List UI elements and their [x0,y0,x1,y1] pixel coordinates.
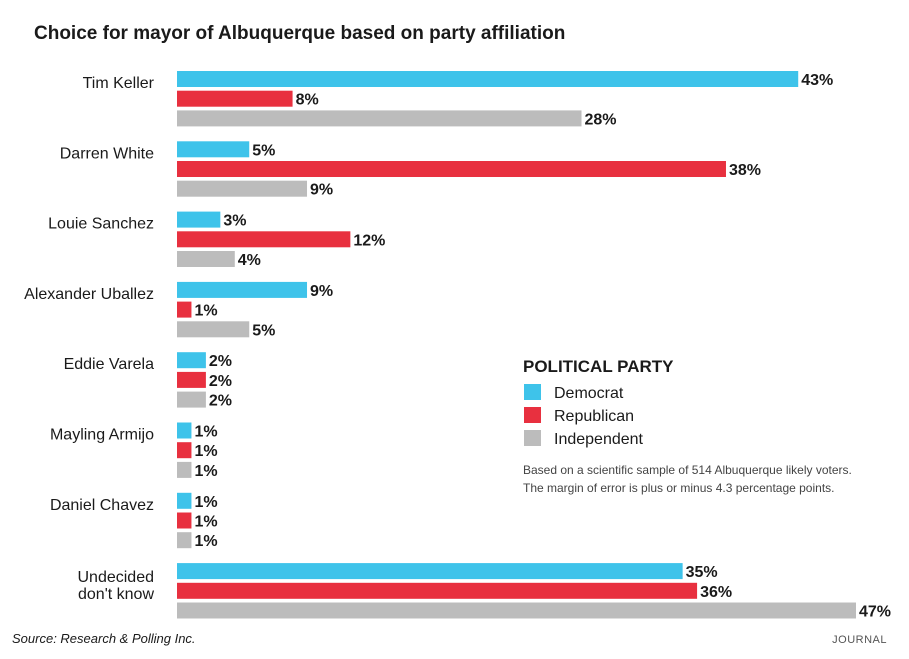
bar-alexander-uballez-independent [177,321,250,338]
legend-label-republican: Republican [554,408,634,425]
category-label-louie-sanchez: Louie Sanchez [48,216,154,233]
bar-darren-white-independent [177,180,308,197]
bar-louie-sanchez-democrat [177,211,221,228]
category-label-darren-white: Darren White [60,145,154,162]
category-label-line: Eddie Varela [64,356,155,373]
value-label-alexander-uballez-democrat: 9% [310,283,333,300]
value-label-tim-keller-republican: 8% [296,92,319,109]
bar-mayling-armijo-independent [177,461,192,478]
legend-swatch-republican [524,407,541,423]
value-label-undecided-don-t-know-democrat: 35% [686,564,718,581]
bar-tim-keller-independent [177,110,582,127]
category-label-mayling-armijo: Mayling Armijo [50,427,154,444]
value-label-daniel-chavez-democrat: 1% [194,494,217,511]
bar-alexander-uballez-democrat [177,281,308,298]
chart-title: Choice for mayor of Albuquerque based on… [34,23,565,44]
value-label-mayling-armijo-democrat: 1% [194,424,217,441]
category-label-daniel-chavez: Daniel Chavez [50,497,154,514]
bars-layer: Tim Keller 43% 8% 28% Darren White 5% 38% 9% Lou… [24,71,891,621]
category-label-line: Tim Keller [83,75,155,92]
legend-label-democrat: Democrat [554,385,624,402]
bar-darren-white-republican [177,161,726,177]
category-label-line: Alexander Uballez [24,286,154,303]
category-label-line: don't know [78,586,154,603]
value-label-darren-white-independent: 9% [310,182,333,199]
sample-note-line-1: Based on a scientific sample of 514 Albu… [523,463,852,477]
value-label-mayling-armijo-independent: 1% [194,463,217,480]
category-label-line: Louie Sanchez [48,216,154,233]
value-label-undecided-don-t-know-republican: 36% [700,584,732,601]
value-label-louie-sanchez-democrat: 3% [223,213,246,230]
bar-tim-keller-republican [177,90,293,107]
bar-eddie-varela-independent [177,391,206,408]
category-label-tim-keller: Tim Keller [83,75,155,92]
value-label-eddie-varela-republican: 2% [209,373,232,390]
bar-darren-white-democrat [177,141,250,158]
bar-alexander-uballez-republican [177,301,192,318]
category-label-line: Undecided [78,569,155,586]
value-label-louie-sanchez-independent: 4% [238,252,261,269]
bar-daniel-chavez-republican [177,512,192,529]
bar-daniel-chavez-independent [177,532,192,549]
bar-eddie-varela-democrat [177,352,206,369]
category-label-line: Mayling Armijo [50,427,154,444]
value-label-daniel-chavez-independent: 1% [194,533,217,550]
value-label-eddie-varela-independent: 2% [209,393,232,410]
legend-label-independent: Independent [554,431,644,448]
bar-daniel-chavez-democrat [177,492,192,509]
value-label-daniel-chavez-republican: 1% [194,514,217,531]
value-label-darren-white-democrat: 5% [252,142,275,159]
category-label-alexander-uballez: Alexander Uballez [24,286,154,303]
legend-swatch-democrat [524,384,541,400]
value-label-darren-white-republican: 38% [729,162,761,179]
value-label-tim-keller-democrat: 43% [801,72,833,89]
bar-louie-sanchez-independent [177,251,235,267]
category-label-line: Darren White [60,145,154,162]
source-note: Source: Research & Polling Inc. [12,631,196,646]
value-label-tim-keller-independent: 28% [585,111,617,128]
legend-swatch-independent [524,430,541,446]
bar-louie-sanchez-republican [177,231,351,248]
value-label-mayling-armijo-republican: 1% [194,443,217,460]
category-label-undecided-don-t-know: Undecided don't know [78,569,155,603]
publisher-credit: JOURNAL [832,634,887,646]
bar-mayling-armijo-republican [177,442,192,459]
bar-tim-keller-democrat [177,71,799,87]
value-label-undecided-don-t-know-independent: 47% [859,604,891,621]
category-label-eddie-varela: Eddie Varela [64,356,155,373]
value-label-alexander-uballez-republican: 1% [194,303,217,320]
value-label-alexander-uballez-independent: 5% [252,322,275,339]
bar-undecided-don-t-know-democrat [177,563,683,580]
value-label-louie-sanchez-republican: 12% [353,232,385,249]
sample-note-line-2: The margin of error is plus or minus 4.3… [523,481,834,495]
bar-eddie-varela-republican [177,371,206,388]
bar-undecided-don-t-know-independent [177,602,856,619]
bar-mayling-armijo-democrat [177,422,192,439]
value-label-eddie-varela-democrat: 2% [209,353,232,370]
legend: POLITICAL PARTY Democrat Republican Indepe… [523,357,674,448]
legend-title: POLITICAL PARTY [523,357,674,376]
bar-undecided-don-t-know-republican [177,582,698,599]
category-label-line: Daniel Chavez [50,497,154,514]
